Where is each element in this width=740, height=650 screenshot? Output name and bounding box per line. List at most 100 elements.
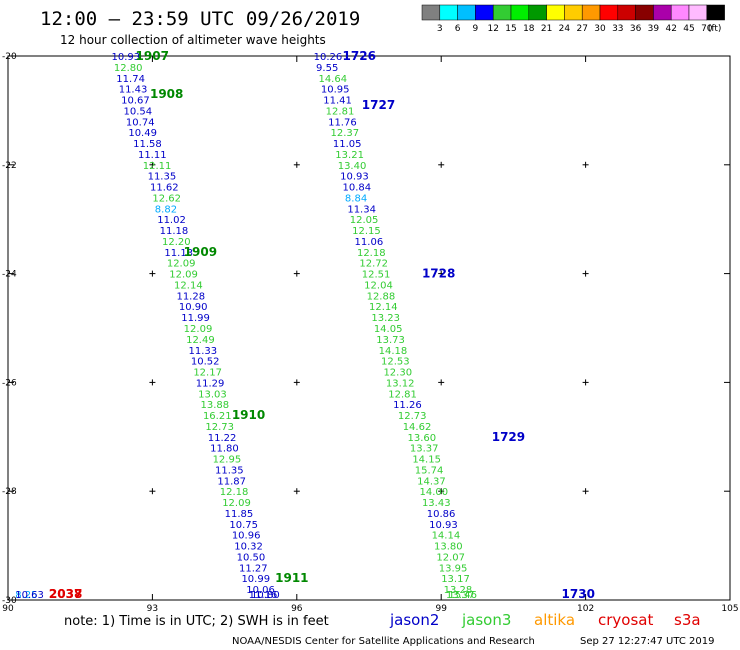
y-tick-label: -22 <box>2 161 17 171</box>
footer-timestamp: Sep 27 12:27:47 UTC 2019 <box>580 636 714 647</box>
wave-height-value: 10.93 <box>340 172 369 183</box>
wave-height-value: 10.54 <box>124 106 153 117</box>
y-tick-label: -20 <box>2 52 17 62</box>
y-tick-label: -30 <box>2 596 17 606</box>
colorbar-label: 6 <box>455 24 461 34</box>
wave-height-value: 12.62 <box>152 193 181 204</box>
colorbar-label: 39 <box>648 24 660 34</box>
wave-height-value: 11.16 <box>249 590 278 601</box>
wave-height-value: 10.99 <box>241 574 270 585</box>
wave-height-value: 11.62 <box>150 183 179 194</box>
wave-height-value: 10.96 <box>232 531 261 542</box>
colorbar-unit: (ft) <box>708 24 722 34</box>
pass-number-label: 1729 <box>492 430 525 444</box>
colorbar-swatch <box>421 4 441 21</box>
wave-height-value: 15.46 <box>448 590 477 601</box>
wave-height-value: 12.18 <box>220 487 249 498</box>
colorbar-label: 12 <box>487 24 498 34</box>
wave-height-value: 10.86 <box>427 509 456 520</box>
colorbar-swatch <box>564 4 583 21</box>
pass-number-label: 1730 <box>562 587 595 601</box>
wave-height-points: 10.9312.8011.7411.4310.6710.5410.7410.49… <box>15 52 477 601</box>
pass-number-label: 1727 <box>362 98 395 112</box>
wave-height-value: 14.62 <box>403 422 432 433</box>
wave-height-value: 13.37 <box>410 444 439 455</box>
colorbar-label: 24 <box>559 24 571 34</box>
wave-height-value: 11.34 <box>347 204 376 215</box>
colorbar-label: 33 <box>612 24 623 34</box>
pass-number-label: 1908 <box>150 87 183 101</box>
colorbar-swatch <box>528 4 547 21</box>
pass-number-label: 1909 <box>184 245 217 259</box>
wave-height-value: 12.51 <box>362 270 391 281</box>
wave-height-value: 11.35 <box>215 465 244 476</box>
wave-height-value: 12.72 <box>359 259 388 270</box>
wave-height-value: 11.76 <box>328 117 357 128</box>
wave-height-value: 11.27 <box>239 563 268 574</box>
wave-height-value: 12.73 <box>205 422 234 433</box>
wave-height-value: 12.14 <box>369 302 398 313</box>
wave-height-value: 12.20 <box>162 237 191 248</box>
pass-number-label: 1911 <box>275 571 308 585</box>
wave-height-value: 14.05 <box>374 324 403 335</box>
wave-height-value: 14.37 <box>417 476 446 487</box>
wave-height-value: 11.05 <box>333 139 362 150</box>
satellite-legend-label: cryosat <box>598 611 653 629</box>
wave-height-value: 11.18 <box>160 226 189 237</box>
wave-height-value: 13.88 <box>201 400 230 411</box>
colorbar-label: 30 <box>594 24 606 34</box>
wave-height-value: 12.18 <box>357 248 386 259</box>
wave-height-value: 16.21 <box>203 411 232 422</box>
wave-height-value: 11.28 <box>176 291 205 302</box>
wave-height-value: 11.29 <box>196 378 225 389</box>
wave-height-value: 13.37 <box>446 590 475 601</box>
wave-height-value: 15.74 <box>415 465 444 476</box>
wave-height-value: 9.55 <box>316 63 338 74</box>
wave-height-value: 10.93 <box>111 52 140 63</box>
satellite-legend-label: jason3 <box>461 611 511 629</box>
colorbar-swatch <box>439 4 458 21</box>
wave-height-value: 12.09 <box>222 498 251 509</box>
pass-labels: 1907 1908 1909 1910 1911 1726 1727 1728 1729 1730… <box>49 49 595 601</box>
chart-title: 12:00 – 23:59 UTC 09/26/2019 <box>40 8 360 30</box>
wave-height-value: 11.41 <box>323 96 352 107</box>
pass-number-label: 1910 <box>232 408 265 422</box>
colorbar-legend: 3 6 9 12 15 18 21 24 27 30 33 36 39 42 45 70(ft) <box>421 4 725 34</box>
pass-number-label: 1907 <box>136 49 169 63</box>
pass-number-label: 2038 <box>49 587 82 601</box>
wave-height-value: 11.02 <box>157 215 186 226</box>
x-tick-label: 105 <box>721 604 738 614</box>
colorbar-swatch <box>475 4 494 21</box>
wave-height-value: 13.40 <box>338 161 367 172</box>
pass-number-label: 1728 <box>422 267 455 281</box>
wave-height-value: 14.15 <box>412 455 441 466</box>
wave-height-value: 13.23 <box>371 313 400 324</box>
x-tick-label: 93 <box>147 604 158 614</box>
colorbar-label: 27 <box>576 24 587 34</box>
wave-height-value: 11.33 <box>189 346 218 357</box>
axis-ticks: 90 93 96 99 102 105 -20 -22 -24 -26 -28 -30 <box>2 52 739 614</box>
wave-height-value: 12.30 <box>383 368 412 379</box>
wave-height-value: 10.52 <box>191 357 220 368</box>
wave-height-value: 13.03 <box>198 389 227 400</box>
wave-height-value: 11.80 <box>210 444 239 455</box>
satellite-legend: jason2 jason3 altika cryosat s3a <box>389 611 701 629</box>
wave-height-value: 10.26 <box>314 52 343 63</box>
colorbar-swatch <box>706 4 725 21</box>
y-tick-label: -26 <box>2 378 17 388</box>
x-tick-label: 90 <box>2 604 14 614</box>
wave-height-value: 12.09 <box>184 324 213 335</box>
satellite-legend-label: altika <box>534 611 575 629</box>
colorbar-label: 21 <box>541 24 552 34</box>
footer-credit: NOAA/NESDIS Center for Satellite Applica… <box>232 636 535 647</box>
colorbar-label: 42 <box>665 24 676 34</box>
x-tick-label: 102 <box>577 604 594 614</box>
wave-height-value: 12.95 <box>213 455 242 466</box>
wave-height-value: 12.17 <box>193 368 222 379</box>
wave-height-value: 12.53 <box>381 357 410 368</box>
wave-height-value: 12.09 <box>169 270 198 281</box>
wave-height-value: 11.26 <box>393 400 422 411</box>
wave-height-value: 10.67 <box>121 96 150 107</box>
wave-height-value: 12.11 <box>143 161 172 172</box>
